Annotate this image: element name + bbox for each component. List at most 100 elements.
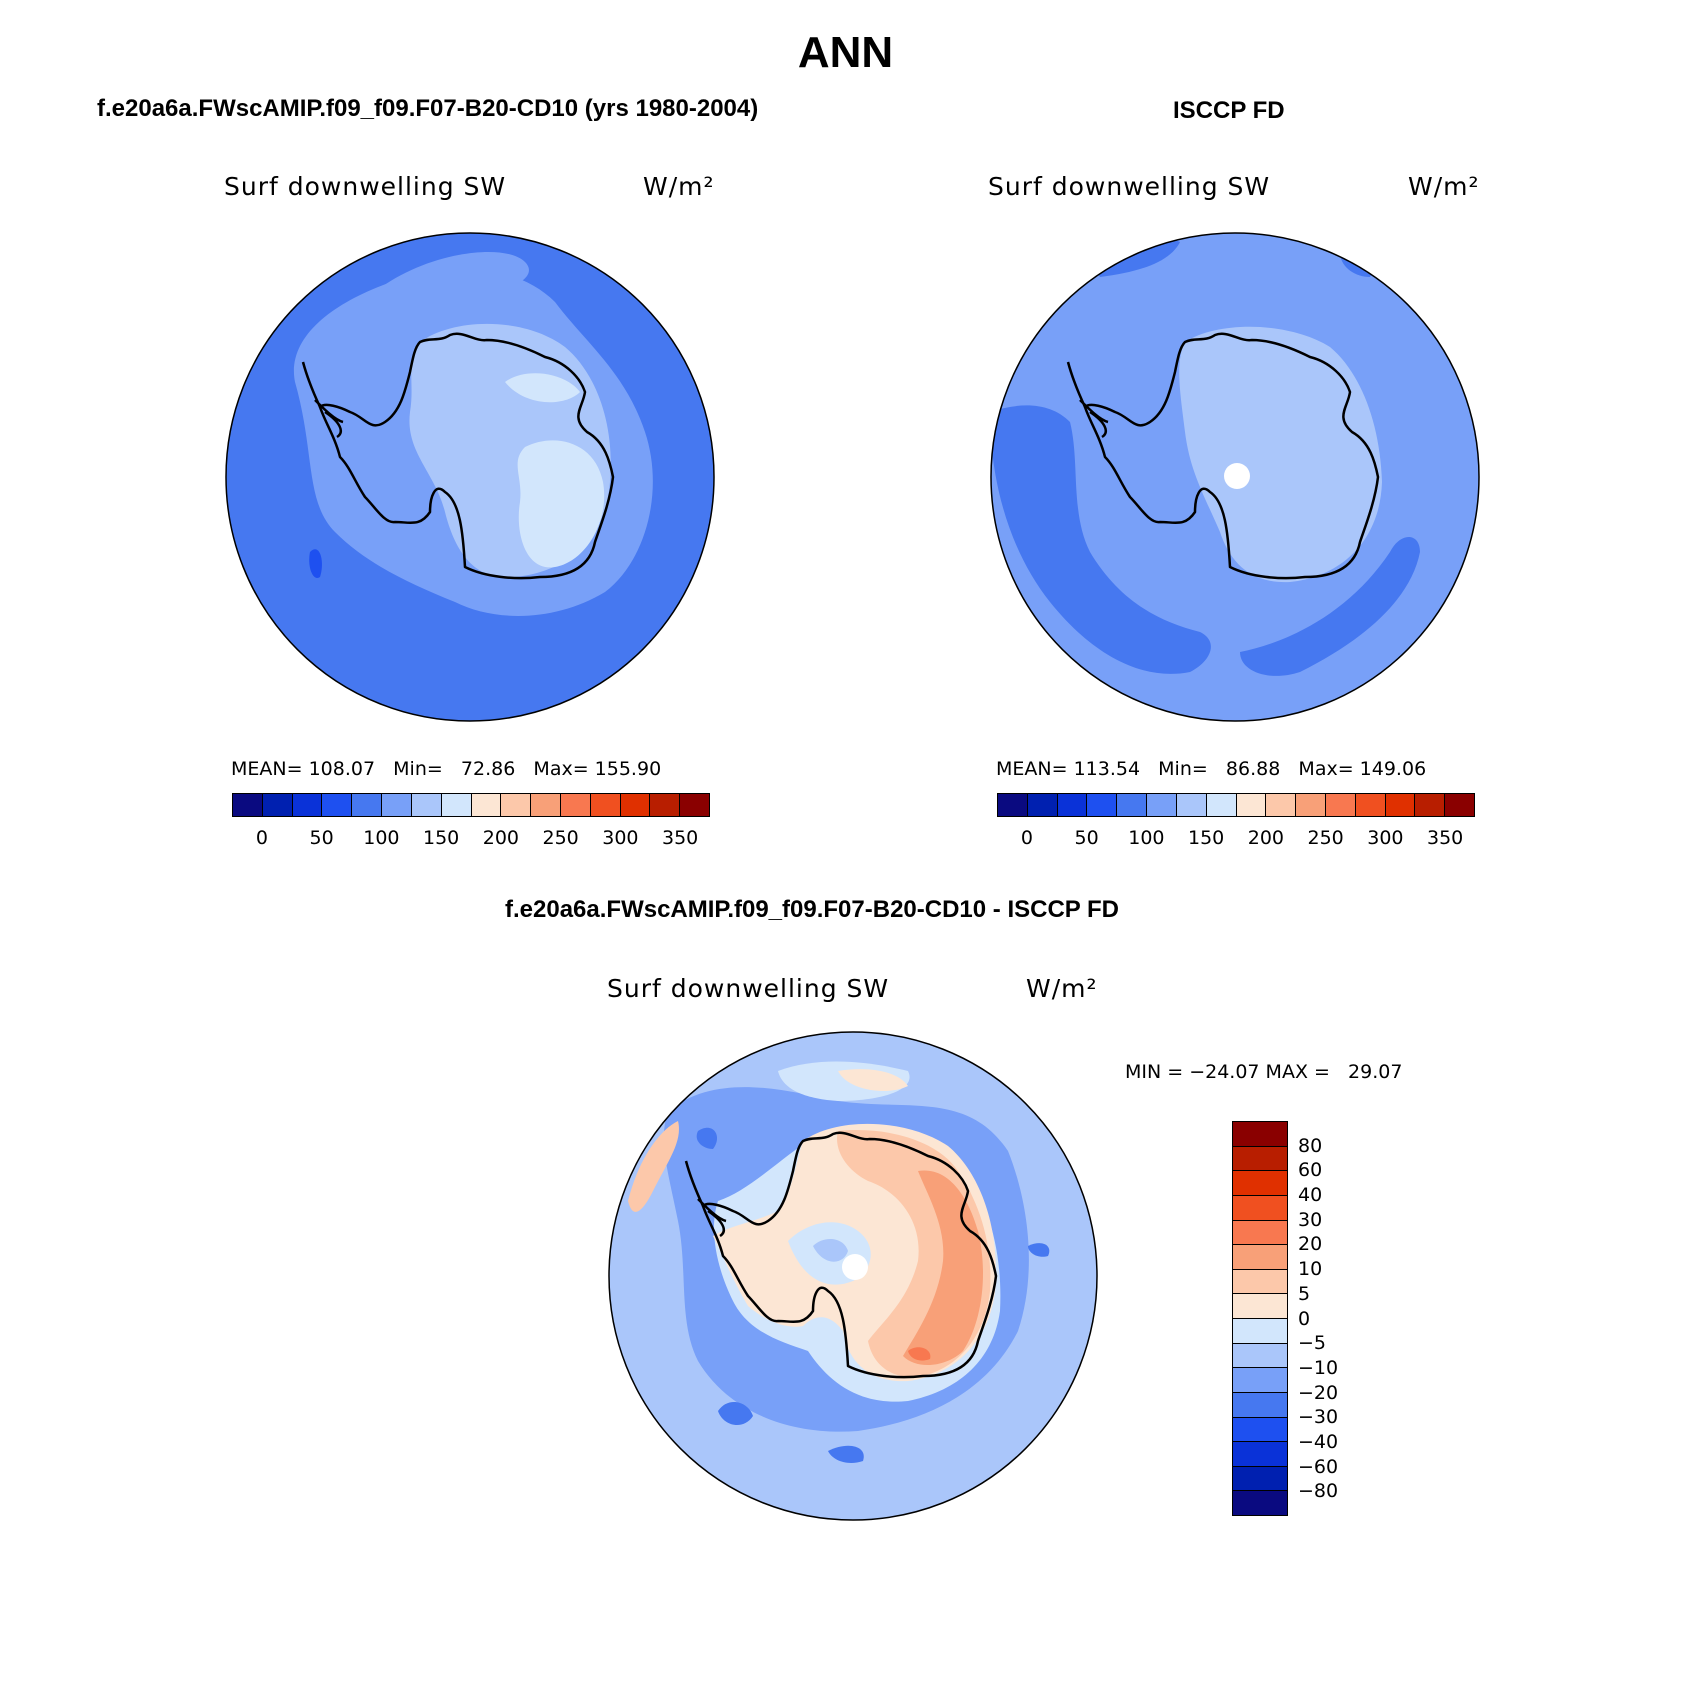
model-stats: MEAN= 108.07 Min= 72.86 Max= 155.90 bbox=[231, 758, 662, 780]
colorbar-swatch bbox=[1233, 1122, 1287, 1147]
colorbar-tick-label: 10 bbox=[1298, 1258, 1323, 1281]
model-field-label: Surf downwelling SW bbox=[224, 172, 507, 201]
colorbar-swatch bbox=[322, 794, 353, 816]
colorbar-swatch bbox=[1027, 794, 1058, 816]
colorbar-tick-label: 100 bbox=[1128, 827, 1165, 849]
diff-polar-map bbox=[608, 1031, 1098, 1521]
obs-panel-title: ISCCP FD bbox=[1173, 97, 1285, 124]
model-colorbar bbox=[232, 793, 710, 817]
colorbar-swatch bbox=[1233, 1319, 1287, 1344]
obs-units-label: W/m² bbox=[1408, 172, 1480, 201]
light-blue-region bbox=[1179, 326, 1382, 583]
diff-units-label: W/m² bbox=[1026, 974, 1098, 1003]
antarctic-peninsula bbox=[1066, 361, 1109, 439]
deep-blue-spot-1 bbox=[718, 1401, 753, 1426]
colorbar-swatch bbox=[1087, 794, 1118, 816]
colorbar-tick-label: 50 bbox=[1074, 827, 1099, 849]
deep-blue-spot-2 bbox=[828, 1445, 864, 1463]
pale-blue-north bbox=[505, 373, 580, 403]
dark-orange-patch bbox=[908, 1347, 931, 1361]
diff-stats: MIN = −24.07 MAX = 29.07 bbox=[1125, 1061, 1403, 1083]
colorbar-swatch bbox=[1233, 1417, 1287, 1443]
model-panel-title: f.e20a6a.FWscAMIP.f09_f09.F07-B20-CD10 (… bbox=[97, 95, 759, 122]
colorbar-tick-label: 150 bbox=[422, 827, 460, 849]
colorbar-swatch bbox=[1325, 794, 1356, 816]
colorbar-swatch bbox=[1385, 794, 1416, 816]
antarctica-coast bbox=[1083, 332, 1380, 580]
diff-colorbar bbox=[1232, 1121, 1288, 1516]
colorbar-swatch bbox=[998, 794, 1028, 816]
diff-panel-title: f.e20a6a.FWscAMIP.f09_f09.F07-B20-CD10 -… bbox=[505, 896, 1120, 923]
colorbar-swatch bbox=[441, 794, 472, 816]
obs-polar-map bbox=[990, 232, 1480, 722]
colorbar-swatch bbox=[1415, 794, 1446, 816]
colorbar-swatch bbox=[292, 794, 323, 816]
colorbar-tick-label: 350 bbox=[1426, 827, 1464, 849]
colorbar-swatch bbox=[1233, 1368, 1287, 1393]
deep-blue-spot-4 bbox=[1028, 1243, 1050, 1257]
colorbar-tick-label: 0 bbox=[1298, 1307, 1311, 1330]
colorbar-swatch bbox=[1233, 1220, 1287, 1246]
pale-orange-north bbox=[838, 1069, 908, 1091]
colorbar-swatch bbox=[1206, 794, 1237, 816]
colorbar-swatch bbox=[590, 794, 621, 816]
colorbar-swatch bbox=[650, 794, 681, 816]
model-colorbar-ticks: 0 50 100 150 200 250 300 350 bbox=[232, 827, 710, 851]
colorbar-tick-label: 20 bbox=[1298, 1233, 1323, 1256]
colorbar-swatch bbox=[1057, 794, 1088, 816]
obs-colorbar-ticks: 0 50 100 150 200 250 300 350 bbox=[997, 827, 1475, 851]
pale-blue-region bbox=[517, 440, 605, 568]
colorbar-tick-label: 200 bbox=[1247, 827, 1285, 849]
colorbar-swatch bbox=[1176, 794, 1207, 816]
colorbar-swatch bbox=[1233, 1195, 1287, 1221]
colorbar-swatch bbox=[1233, 1392, 1287, 1418]
colorbar-tick-label: 250 bbox=[1307, 827, 1344, 849]
colorbar-tick-label: −5 bbox=[1298, 1332, 1327, 1355]
colorbar-swatch bbox=[1147, 794, 1177, 816]
colorbar-tick-label: 200 bbox=[482, 827, 520, 849]
colorbar-tick-label: 80 bbox=[1298, 1134, 1323, 1157]
colorbar-tick-label: 5 bbox=[1298, 1282, 1311, 1305]
colorbar-swatch bbox=[1266, 794, 1297, 816]
mid-blue-north bbox=[375, 252, 529, 296]
deep-blue-spot-3 bbox=[696, 1127, 718, 1149]
colorbar-tick-label: −30 bbox=[1298, 1406, 1339, 1429]
colorbar-tick-label: 0 bbox=[255, 827, 268, 849]
light-blue-interior bbox=[813, 1239, 848, 1262]
colorbar-tick-label: −80 bbox=[1298, 1480, 1339, 1503]
colorbar-tick-label: 60 bbox=[1298, 1159, 1323, 1182]
colorbar-swatch bbox=[1233, 1294, 1287, 1319]
colorbar-swatch bbox=[471, 794, 502, 816]
colorbar-swatch bbox=[531, 794, 561, 816]
colorbar-tick-label: −40 bbox=[1298, 1430, 1339, 1453]
colorbar-swatch bbox=[411, 794, 442, 816]
missing-data-pole bbox=[842, 1254, 868, 1280]
colorbar-swatch bbox=[680, 794, 709, 816]
colorbar-swatch bbox=[352, 794, 383, 816]
colorbar-swatch bbox=[620, 794, 651, 816]
colorbar-swatch bbox=[560, 794, 591, 816]
colorbar-tick-label: 250 bbox=[542, 827, 579, 849]
colorbar-swatch bbox=[1233, 1245, 1287, 1270]
colorbar-swatch bbox=[233, 794, 263, 816]
colorbar-swatch bbox=[1233, 1171, 1287, 1196]
colorbar-tick-label: 0 bbox=[1020, 827, 1033, 849]
model-units-label: W/m² bbox=[643, 172, 715, 201]
colorbar-swatch bbox=[1296, 794, 1326, 816]
colorbar-swatch bbox=[1445, 794, 1474, 816]
colorbar-swatch bbox=[262, 794, 293, 816]
colorbar-tick-label: −60 bbox=[1298, 1455, 1339, 1478]
colorbar-swatch bbox=[1355, 794, 1386, 816]
strong-blue-spot bbox=[309, 549, 322, 578]
missing-data-pole bbox=[1224, 463, 1250, 489]
colorbar-tick-label: 350 bbox=[661, 827, 699, 849]
colorbar-swatch bbox=[1236, 794, 1267, 816]
colorbar-swatch bbox=[1233, 1442, 1287, 1467]
deep-blue-north bbox=[1090, 238, 1180, 277]
figure-title: ANN bbox=[797, 28, 894, 77]
colorbar-swatch bbox=[382, 794, 412, 816]
colorbar-swatch bbox=[501, 794, 532, 816]
colorbar-tick-label: 50 bbox=[309, 827, 334, 849]
deep-blue-south bbox=[1240, 537, 1420, 676]
colorbar-swatch bbox=[1117, 794, 1148, 816]
